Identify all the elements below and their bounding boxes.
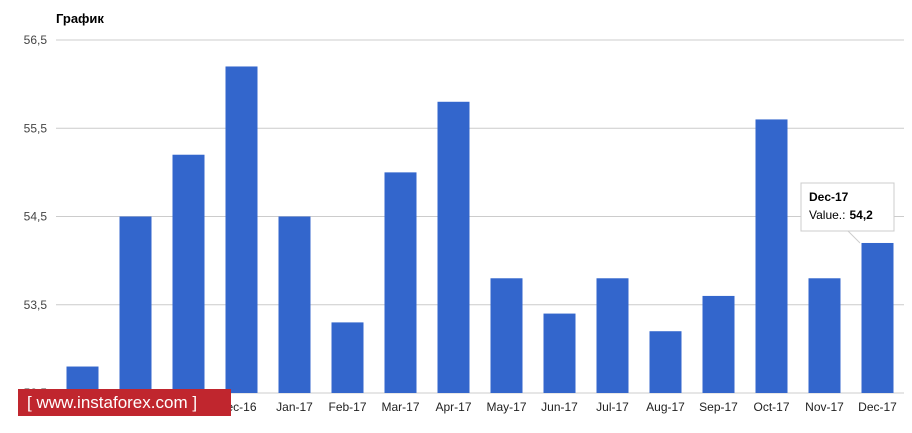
y-axis-ticks: 56,555,554,553,552,5 [24,33,48,400]
y-tick-label: 53,5 [24,298,48,312]
bar-dec-17[interactable] [861,242,894,393]
x-tick-label: Jul-17 [596,400,629,414]
tooltip-pointer [847,230,861,244]
tooltip-title: Dec-17 [809,190,849,204]
bar-jul-17[interactable] [596,278,629,393]
tooltip-body: Value.: 54,2 [809,208,873,222]
bar-oct-16[interactable] [119,216,152,394]
y-tick-label: 55,5 [24,121,48,135]
tooltip-box [800,182,895,232]
bar-sep-17[interactable] [702,295,735,393]
x-tick-label: Aug-17 [646,400,685,414]
x-tick-label: May-17 [486,400,526,414]
x-tick-label: Jun-17 [541,400,578,414]
watermark-text: [ www.instaforex.com ] [27,393,197,412]
x-tick-label: Dec-17 [858,400,897,414]
bar-sep-16[interactable] [66,366,99,393]
bars [66,66,894,394]
x-tick-label: Feb-17 [328,400,366,414]
watermark-background [18,389,231,416]
bar-may-17[interactable] [490,278,523,393]
tooltip-value: 54,2 [849,208,873,222]
x-tick-label: Apr-17 [435,400,471,414]
bar-jan-17[interactable] [278,216,311,394]
x-tick-label: Sep-17 [699,400,738,414]
bar-dec-16[interactable] [225,66,258,393]
x-tick-label: Jan-17 [276,400,313,414]
tooltip-label: Value.: [809,208,845,222]
bar-aug-17[interactable] [649,331,682,393]
bar-feb-17[interactable] [331,322,364,393]
bar-jun-17[interactable] [543,313,576,393]
y-tick-label: 56,5 [24,33,48,47]
tooltip: Dec-17 Value.: 54,2 [800,182,895,244]
bar-oct-17[interactable] [755,119,788,394]
chart-title: График [56,11,104,26]
x-tick-label: ec-16 [226,400,256,414]
y-tick-label: 54,5 [24,210,48,224]
x-tick-label: Mar-17 [381,400,419,414]
bar-nov-17[interactable] [808,278,841,393]
bar-nov-16[interactable] [172,154,205,393]
x-tick-label: Oct-17 [753,400,789,414]
watermark: [ www.instaforex.com ] [18,389,231,416]
x-tick-label: Nov-17 [805,400,844,414]
bar-apr-17[interactable] [437,101,470,394]
bar-mar-17[interactable] [384,172,417,393]
